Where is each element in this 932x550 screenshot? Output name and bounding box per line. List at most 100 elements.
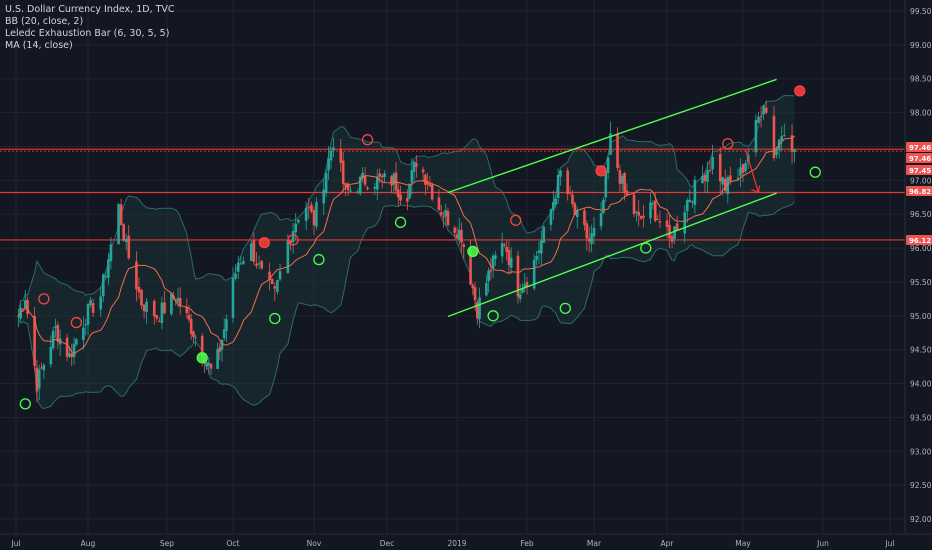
price-tick-label: 94.00 <box>910 380 932 389</box>
time-tick-label: Aug <box>81 539 96 548</box>
candle-body <box>242 261 245 264</box>
legend-indicator-leledc[interactable]: Leledc Exhaustion Bar (6, 30, 5, 5) <box>5 28 170 39</box>
candle-body <box>68 353 71 357</box>
bb-upper-band <box>17 94 795 313</box>
candle-body <box>17 315 20 317</box>
time-tick-label: Jul <box>10 539 20 548</box>
candle-body <box>307 207 311 209</box>
candle-body <box>329 150 333 161</box>
candle-body <box>421 169 425 173</box>
candle-body <box>509 257 513 268</box>
forecast-arrow-line <box>745 149 760 193</box>
price-tag <box>906 153 932 163</box>
candle-body <box>599 213 603 227</box>
candle-body <box>744 162 747 172</box>
candle-body <box>444 210 448 217</box>
candle-body <box>487 270 490 282</box>
candle-body <box>327 158 330 171</box>
candle-body <box>426 182 429 185</box>
candle-body <box>410 169 414 183</box>
price-tag <box>906 235 932 245</box>
candle-body <box>485 282 488 296</box>
candle-body <box>618 170 622 184</box>
candlesticks <box>17 100 796 403</box>
legend-indicator-ma[interactable]: MA (14, close) <box>5 40 73 51</box>
candle-body <box>178 297 182 307</box>
candle-body <box>35 367 39 392</box>
price-tick-label: 92.50 <box>910 481 932 490</box>
time-tick-label: Jul <box>884 539 894 548</box>
candle-body <box>33 315 36 366</box>
candle-body <box>91 303 95 313</box>
candle-body <box>107 259 110 278</box>
exhaustion-marker-red <box>794 85 806 97</box>
candle-body <box>380 175 384 178</box>
candle-body <box>642 215 645 218</box>
candle-body <box>412 161 416 172</box>
candle-body <box>124 238 128 243</box>
candle-body <box>516 255 520 297</box>
price-tick-label: 92.00 <box>910 515 932 524</box>
candle-body <box>346 183 350 191</box>
candle-body <box>84 324 87 326</box>
candle-body <box>192 331 195 337</box>
candle-body <box>19 307 22 319</box>
candle-body <box>145 301 148 312</box>
price-tick-label: 95.50 <box>910 278 932 287</box>
candle-body <box>415 163 418 167</box>
candle-body <box>741 164 745 173</box>
legend-indicator-bb[interactable]: BB (20, close, 2) <box>5 16 84 27</box>
candle-body <box>297 219 300 223</box>
exhaustion-marker-red <box>287 234 299 246</box>
price-tick-label: 93.00 <box>910 447 932 456</box>
candle-body <box>585 223 589 239</box>
candle-body <box>723 178 727 191</box>
chart-legend: U.S. Dollar Currency Index, 1D, TVC BB (… <box>5 4 175 52</box>
candle-body <box>117 204 120 245</box>
candle-body <box>21 308 25 310</box>
time-axis[interactable]: Jul Aug Sep Oct Nov Dec 2019 Feb Mar Apr May Jun Jul <box>0 533 932 548</box>
candle-body <box>587 238 591 242</box>
moving-average <box>17 135 795 355</box>
candle-body <box>86 304 90 325</box>
price-tag-label: 96.12 <box>909 237 931 245</box>
candle-body <box>532 259 536 289</box>
candle-body <box>234 273 237 279</box>
candle-body <box>286 240 290 273</box>
candle-body <box>187 314 191 320</box>
price-tag <box>906 142 932 152</box>
candle-body <box>339 148 343 163</box>
candle-body <box>332 147 335 151</box>
candle-body <box>453 227 457 233</box>
ma-line <box>17 135 795 355</box>
forecast-arrow <box>745 149 761 194</box>
candle-body <box>478 297 481 319</box>
candle-body <box>70 353 74 358</box>
price-tick-label: 99.00 <box>910 41 932 50</box>
candle-body <box>222 329 226 338</box>
candle-body <box>590 233 593 244</box>
exhaustion-marker-green <box>269 312 281 325</box>
legend-title[interactable]: U.S. Dollar Currency Index, 1D, TVC <box>5 4 175 15</box>
candle-body <box>363 175 367 185</box>
candle-body <box>665 220 669 228</box>
candle-body <box>349 190 352 192</box>
candle-body <box>549 209 553 225</box>
candle-body <box>780 136 784 142</box>
candle-body <box>521 289 524 293</box>
candle-body <box>65 337 69 357</box>
candle-body <box>378 173 381 177</box>
price-tick-label: 99.50 <box>910 7 932 16</box>
candle-body <box>706 170 709 182</box>
candle-body <box>56 324 60 342</box>
candle-body <box>573 203 577 215</box>
candle-body <box>473 287 477 301</box>
candle-body <box>312 210 316 226</box>
candle-body <box>344 183 347 187</box>
time-tick-label: Jun <box>816 539 829 548</box>
candle-body <box>160 302 164 323</box>
candle-body <box>736 177 740 179</box>
candle-body <box>583 210 586 225</box>
time-tick-label: Apr <box>661 539 675 548</box>
